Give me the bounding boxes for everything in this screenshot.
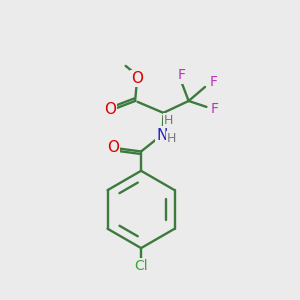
- Text: H: H: [164, 114, 173, 127]
- Text: N: N: [156, 128, 168, 142]
- Text: O: O: [107, 140, 119, 155]
- Text: H: H: [167, 132, 176, 145]
- Text: O: O: [131, 71, 143, 86]
- Text: F: F: [209, 75, 217, 89]
- Text: O: O: [104, 102, 116, 117]
- Text: Cl: Cl: [134, 259, 148, 273]
- Text: F: F: [177, 68, 185, 83]
- Text: F: F: [211, 102, 219, 116]
